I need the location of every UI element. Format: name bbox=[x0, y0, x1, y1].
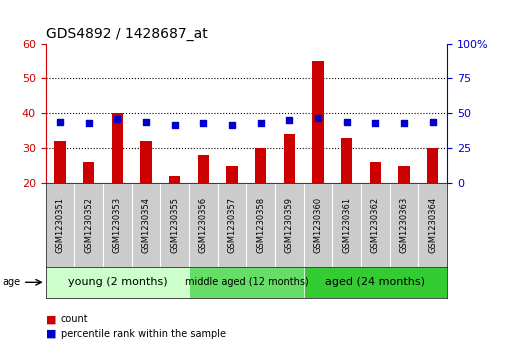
Bar bbox=[341, 138, 353, 183]
Text: GSM1230360: GSM1230360 bbox=[313, 197, 323, 253]
Point bbox=[228, 122, 236, 127]
Bar bbox=[83, 162, 94, 183]
Bar bbox=[189, 267, 304, 298]
Text: GSM1230363: GSM1230363 bbox=[399, 197, 408, 253]
Text: count: count bbox=[61, 314, 88, 325]
Text: GSM1230357: GSM1230357 bbox=[228, 197, 237, 253]
Point bbox=[142, 119, 150, 125]
Point bbox=[342, 119, 351, 125]
Point bbox=[199, 120, 207, 126]
Bar bbox=[140, 141, 152, 183]
Bar bbox=[304, 267, 447, 298]
Point bbox=[85, 120, 93, 126]
Point bbox=[285, 118, 294, 123]
Bar bbox=[427, 148, 438, 183]
Text: GSM1230358: GSM1230358 bbox=[256, 197, 265, 253]
Bar bbox=[198, 155, 209, 183]
Text: GSM1230353: GSM1230353 bbox=[113, 197, 122, 253]
Text: GSM1230356: GSM1230356 bbox=[199, 197, 208, 253]
Text: GSM1230355: GSM1230355 bbox=[170, 197, 179, 253]
Text: ■: ■ bbox=[46, 329, 56, 339]
Text: GDS4892 / 1428687_at: GDS4892 / 1428687_at bbox=[46, 27, 207, 41]
Text: GSM1230351: GSM1230351 bbox=[55, 197, 65, 253]
Text: GSM1230352: GSM1230352 bbox=[84, 197, 93, 253]
Point bbox=[400, 120, 408, 126]
Text: GSM1230359: GSM1230359 bbox=[285, 197, 294, 253]
Text: GSM1230362: GSM1230362 bbox=[371, 197, 380, 253]
Point bbox=[113, 116, 121, 122]
Point bbox=[257, 120, 265, 126]
Bar bbox=[46, 267, 189, 298]
Point bbox=[429, 119, 437, 125]
Text: aged (24 months): aged (24 months) bbox=[326, 277, 425, 287]
Point bbox=[171, 122, 179, 127]
Bar bbox=[398, 166, 410, 183]
Text: middle aged (12 months): middle aged (12 months) bbox=[184, 277, 308, 287]
Bar bbox=[255, 148, 267, 183]
Bar bbox=[283, 134, 295, 183]
Bar bbox=[227, 166, 238, 183]
Text: percentile rank within the sample: percentile rank within the sample bbox=[61, 329, 226, 339]
Bar bbox=[54, 141, 66, 183]
Text: young (2 months): young (2 months) bbox=[68, 277, 167, 287]
Text: age: age bbox=[3, 277, 21, 287]
Point bbox=[371, 120, 379, 126]
Bar bbox=[370, 162, 381, 183]
Point bbox=[314, 115, 322, 121]
Text: GSM1230354: GSM1230354 bbox=[142, 197, 150, 253]
Point bbox=[56, 119, 64, 125]
Bar bbox=[312, 61, 324, 183]
Bar bbox=[169, 176, 180, 183]
Text: GSM1230361: GSM1230361 bbox=[342, 197, 351, 253]
Bar bbox=[112, 113, 123, 183]
Text: GSM1230364: GSM1230364 bbox=[428, 197, 437, 253]
Text: ■: ■ bbox=[46, 314, 56, 325]
